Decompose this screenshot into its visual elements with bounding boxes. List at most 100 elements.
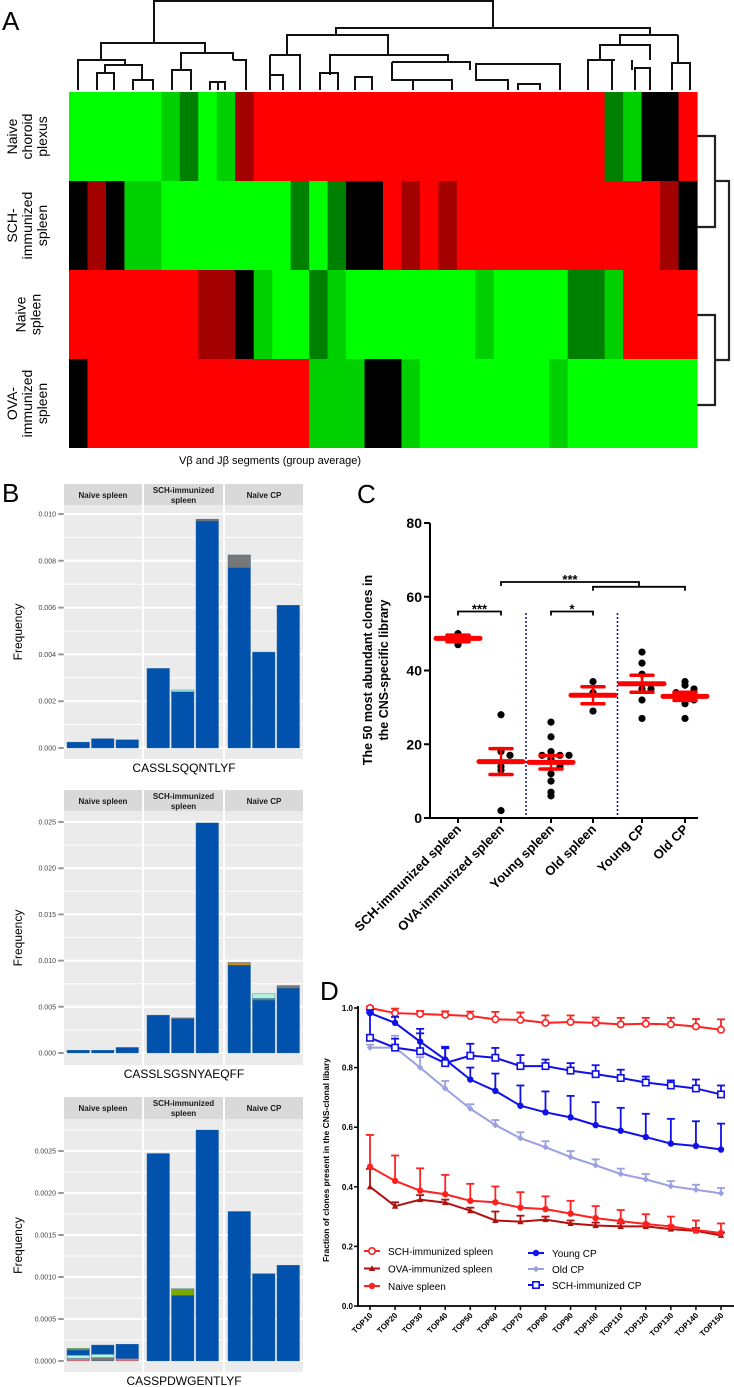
heatmap-cell: [383, 359, 403, 448]
heatmap-cell: [346, 181, 366, 270]
data-point: [492, 1199, 499, 1206]
heatmap-cell: [567, 181, 587, 270]
heatmap-cell: [678, 359, 698, 448]
data-point: [691, 1084, 700, 1093]
heatmap-cell: [512, 359, 532, 448]
bar-segment: [91, 1354, 115, 1358]
data-point: [667, 1140, 675, 1147]
heatmap-cell: [216, 181, 236, 270]
data-point: [565, 751, 573, 759]
heatmap-cell: [161, 92, 181, 181]
heatmap-cell: [512, 181, 532, 270]
data-point: [591, 1018, 600, 1027]
data-point: [497, 807, 505, 815]
facet-label: Naive CP: [247, 797, 282, 806]
heatmap-cell: [216, 359, 236, 448]
y-tick-label: 0.006: [38, 605, 56, 612]
heatmap-cell: [512, 270, 532, 359]
legend-marker: [532, 1249, 540, 1257]
heatmap-cell: [678, 270, 698, 359]
bar-segment: [171, 1018, 195, 1054]
facet-strip: [225, 790, 303, 811]
bar-segment: [115, 739, 139, 749]
bar-segment: [91, 1344, 115, 1355]
y-tick-label: 0: [414, 810, 422, 826]
panel-c-scatter: C 0 20 40 60 80 The 50 most abundant clones i…: [351, 479, 710, 934]
bar-segment: [66, 1348, 90, 1351]
data-point: [567, 1210, 574, 1217]
data-point: [497, 711, 505, 719]
data-point: [416, 1187, 424, 1194]
data-point: [492, 1121, 499, 1129]
data-point: [692, 1142, 700, 1150]
data-point: [642, 1133, 649, 1141]
x-tick-label: TOP130: [648, 1311, 676, 1339]
data-point: [717, 1229, 725, 1237]
heatmap-cell: [604, 359, 624, 448]
heatmap-cell: [549, 92, 569, 181]
heatmap-cell: [69, 92, 89, 181]
bar-segment: [115, 1047, 139, 1054]
data-point: [491, 1015, 500, 1024]
bar-segment: [66, 1050, 90, 1054]
bar-segment: [171, 1288, 195, 1296]
bar-segment: [115, 1343, 139, 1359]
heatmap-cell: [567, 359, 587, 448]
heatmap-cell: [678, 181, 698, 270]
heatmap-cell: [604, 181, 624, 270]
x-tick-label: TOP80: [526, 1311, 551, 1336]
heatmap-cell: [364, 92, 384, 181]
bar-segment: [276, 988, 300, 1054]
heatmap-cell: [641, 359, 661, 448]
y-tick-label: 0.0000: [35, 1359, 57, 1366]
bar-segment: [195, 520, 219, 749]
y-tick-label: 0.004: [38, 652, 56, 659]
heatmap-cell: [567, 270, 587, 359]
facet-label: Naive spleen: [79, 491, 128, 500]
heatmap-cell: [124, 92, 144, 181]
heatmap-cell: [216, 270, 236, 359]
data-point: [492, 1087, 499, 1095]
heatmap-cell: [235, 181, 255, 270]
y-tick-label: 20: [406, 736, 422, 752]
facet-strip: [144, 1097, 223, 1119]
data-point: [517, 1204, 524, 1211]
facet-label: spleen: [171, 496, 196, 505]
data-point: [467, 1197, 474, 1205]
data-point: [391, 1177, 399, 1185]
data-point: [617, 1217, 624, 1225]
heatmap-cell: [419, 181, 440, 270]
data-point: [516, 1062, 525, 1071]
facet-strip: [64, 790, 142, 811]
facet-strip: [144, 484, 223, 505]
data-point: [592, 1121, 599, 1129]
data-point: [617, 1223, 624, 1229]
heatmap-grid: [69, 92, 698, 448]
data-point: [416, 1064, 424, 1071]
heatmap-cell: [179, 181, 199, 270]
x-tick-label: TOP90: [551, 1311, 576, 1336]
heatmap-cell: [623, 270, 643, 359]
legend-marker: [367, 1247, 376, 1256]
series-sch-immunized-cp: [365, 1011, 725, 1099]
data-point: [366, 1044, 374, 1051]
heatmap-cell: [530, 181, 550, 270]
bar-segment: [227, 1211, 251, 1362]
heatmap-cell: [438, 92, 458, 181]
row-label: spleen: [28, 294, 44, 335]
data-point: [567, 1220, 574, 1227]
data-point: [666, 1081, 675, 1090]
data-point: [547, 792, 555, 800]
y-tick-label: 0.0015: [35, 1233, 57, 1240]
y-tick-label: 0.0010: [35, 1275, 57, 1282]
facet-panel: [64, 505, 142, 759]
facet-strip: [225, 1097, 303, 1119]
y-tick-label: 0.2: [342, 1242, 354, 1251]
data-point: [567, 1114, 574, 1121]
y-tick-label: 0.0020: [35, 1191, 57, 1198]
heatmap-cell: [438, 270, 458, 359]
legend-label: SCH-immunized CP: [552, 1281, 642, 1292]
legend-marker: [368, 1282, 376, 1290]
